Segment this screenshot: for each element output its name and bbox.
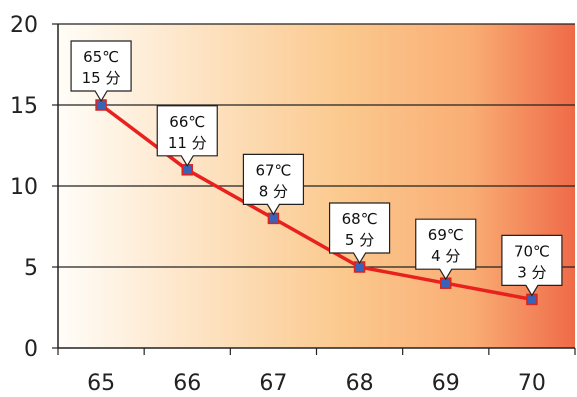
callout-temperature: 69℃ (428, 226, 464, 244)
x-tick-label-67: 67 (259, 371, 287, 396)
y-tick-label-15: 15 (10, 94, 38, 119)
y-tick-label-10: 10 (10, 175, 38, 200)
callout-65: 65℃ 15 分 (70, 40, 132, 103)
callout-66: 66℃ 11 分 (156, 105, 218, 167)
callout-temperature: 70℃ (514, 242, 550, 260)
callout-box (501, 234, 563, 297)
y-axis-ticks: 0 5 10 15 20 (10, 13, 58, 362)
x-tick-label-66: 66 (173, 371, 201, 396)
x-tick-label-69: 69 (432, 371, 460, 396)
callout-minutes: 11 分 (168, 134, 207, 152)
callout-temperature: 68℃ (342, 210, 378, 228)
callout-69: 69℃4 分 (415, 218, 477, 281)
callout-box (328, 202, 391, 265)
series-polyline (100, 103, 533, 302)
data-callouts: 65℃15 分66℃11 分67℃8 分68℃5 分 69℃4 分 70℃3 分 (70, 40, 563, 297)
x-tick-label-65: 65 (87, 371, 115, 396)
x-tick-label-68: 68 (346, 371, 374, 396)
callout-minutes: 3 分 (517, 263, 546, 281)
data-markers (95, 99, 538, 306)
callout-minutes: 5 分 (345, 231, 374, 249)
callout-70: 70℃3 分 (501, 234, 563, 297)
callout-box (242, 153, 305, 216)
y-tick-label-5: 5 (24, 256, 38, 281)
callout-box (70, 40, 132, 103)
callout-68: 68℃5 分 (328, 202, 391, 265)
callout-67: 67℃8 分 (242, 153, 305, 216)
callout-temperature: 65℃ (83, 48, 119, 66)
series-line (100, 103, 533, 302)
callout-minutes: 15 分 (82, 69, 121, 87)
x-tick-label-70: 70 (518, 371, 546, 396)
callout-temperature: 67℃ (255, 161, 291, 179)
grid-lines (58, 23, 575, 268)
callout-box (415, 218, 477, 281)
callout-box (156, 105, 218, 167)
callout-minutes: 8 分 (259, 182, 288, 200)
callout-temperature: 66℃ (169, 113, 205, 131)
y-tick-label-0: 0 (24, 337, 38, 362)
x-axis-ticks: 65 66 67 68 69 70 (57, 348, 576, 396)
callout-minutes: 4 分 (431, 247, 460, 265)
y-tick-label-20: 20 (10, 13, 38, 38)
